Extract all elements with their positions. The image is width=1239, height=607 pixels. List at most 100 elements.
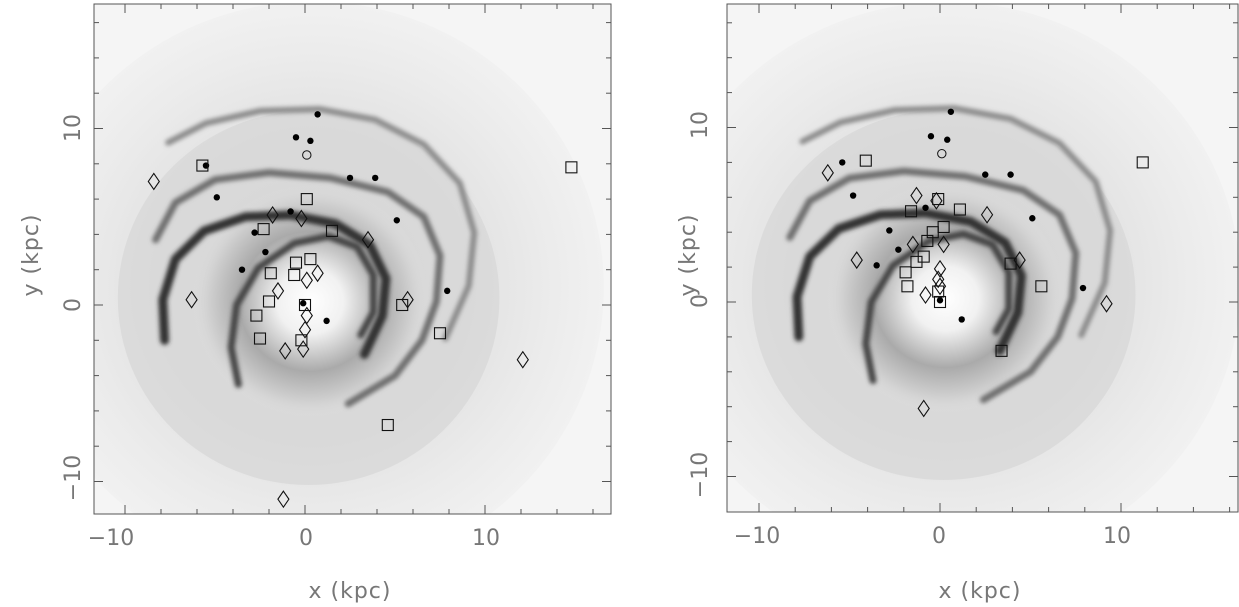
filled-circle-point: [307, 137, 314, 145]
y-tick-label: −10: [688, 452, 713, 498]
square-point: [264, 267, 277, 280]
diamond-point: [917, 399, 930, 418]
square-point: [904, 205, 918, 218]
spiral-arm: [227, 232, 377, 388]
right-panel: −10 0 10 −10 0 10 x (kpc) y (kpc): [676, 3, 1239, 604]
diamond-point: [910, 186, 923, 205]
diamond-point: [1100, 294, 1113, 313]
x-tick-label: 10: [1103, 524, 1131, 549]
filled-circle-point: [927, 133, 935, 140]
filled-circle-point: [873, 262, 880, 269]
square-point: [859, 154, 872, 167]
diamond-point: [933, 259, 947, 278]
square-point: [289, 256, 303, 269]
square-point: [253, 332, 267, 345]
filled-circle-point: [323, 317, 330, 325]
diamond-point: [185, 290, 198, 309]
diamond-point: [298, 320, 312, 339]
filled-circle-point: [1079, 284, 1087, 292]
x-tick-label: 10: [472, 526, 500, 551]
filled-circle-point: [292, 134, 300, 141]
axis-ticks: [94, 4, 611, 514]
square-point: [910, 255, 923, 268]
diamond-point: [295, 209, 308, 228]
diamond-point: [980, 205, 994, 224]
square-point: [933, 295, 947, 309]
square-point: [899, 266, 912, 279]
diamond-point: [271, 281, 285, 300]
galaxy-background: [94, 4, 604, 514]
spiral-arm: [165, 106, 478, 342]
y-axis-label: y (kpc): [19, 214, 44, 297]
data-points: [147, 111, 578, 509]
square-point: [288, 268, 301, 282]
square-point: [995, 344, 1008, 357]
x-tick-label: −10: [734, 524, 780, 549]
diamond-point: [297, 340, 310, 359]
diamond-point: [821, 163, 834, 182]
square-point: [1035, 280, 1048, 293]
square-point: [565, 161, 578, 174]
x-tick-label: 0: [932, 524, 946, 549]
y-tick-label: −10: [61, 455, 86, 501]
diamond-point: [300, 271, 313, 290]
filled-circle-point: [947, 108, 955, 115]
square-point: [300, 193, 313, 206]
square-point: [325, 224, 339, 237]
spiral-arm: [792, 208, 1026, 356]
square-point: [1136, 156, 1149, 169]
square-point: [953, 203, 966, 216]
square-point: [262, 295, 276, 308]
filled-circle-point: [314, 111, 321, 118]
y-tick-label: 10: [61, 114, 86, 142]
diamond-point: [279, 341, 292, 360]
spiral-arm: [862, 230, 1013, 384]
x-axis-label: x (kpc): [939, 579, 1022, 604]
data-points: [821, 108, 1149, 418]
y-tick-label: 10: [688, 111, 713, 139]
diamond-point: [919, 286, 932, 304]
filled-circle-point: [238, 266, 246, 273]
filled-circle-point: [213, 194, 220, 201]
filled-circle-point: [936, 297, 944, 304]
plot-frame: [726, 3, 1239, 513]
x-axis-label: x (kpc): [309, 579, 392, 604]
square-point: [921, 234, 934, 247]
open-circle-point: [937, 148, 947, 159]
y-tick-label: 0: [688, 294, 713, 308]
filled-circle-point: [1007, 171, 1014, 178]
left-panel: −10 0 10 −10 0 10 x (kpc) y (kpc): [19, 3, 612, 604]
y-tick-label: 0: [61, 298, 86, 312]
square-point: [257, 223, 270, 236]
diamond-point: [1013, 251, 1026, 270]
filled-circle-point: [839, 159, 846, 166]
galaxy-background: [727, 4, 1239, 512]
filled-circle-point: [922, 204, 929, 211]
filled-circle-point: [393, 217, 400, 224]
square-point: [250, 309, 263, 322]
filled-circle-point: [886, 227, 893, 234]
diamond-point: [850, 251, 863, 270]
diamond-point: [277, 490, 290, 509]
open-circle-point: [302, 150, 312, 160]
axis-ticks: [727, 4, 1238, 512]
y-axis-label: y (kpc): [676, 214, 701, 297]
diamond-point: [932, 270, 945, 289]
filled-circle-point: [849, 192, 857, 199]
square-point: [295, 334, 308, 347]
diamond-point: [930, 191, 943, 210]
diamond-point: [933, 277, 947, 296]
diamond-point: [516, 350, 529, 369]
square-point: [381, 418, 394, 432]
diamond-point: [147, 172, 160, 191]
diamond-point: [401, 290, 414, 309]
filled-circle-point: [944, 136, 951, 143]
x-tick-label: −10: [88, 526, 134, 551]
spiral-arm: [152, 169, 444, 408]
spiral-arm: [158, 210, 391, 359]
square-point: [433, 327, 447, 340]
filled-circle-point: [251, 229, 258, 236]
filled-circle-point: [262, 248, 269, 256]
filled-circle-point: [444, 287, 451, 295]
plot-frame: [93, 3, 612, 515]
